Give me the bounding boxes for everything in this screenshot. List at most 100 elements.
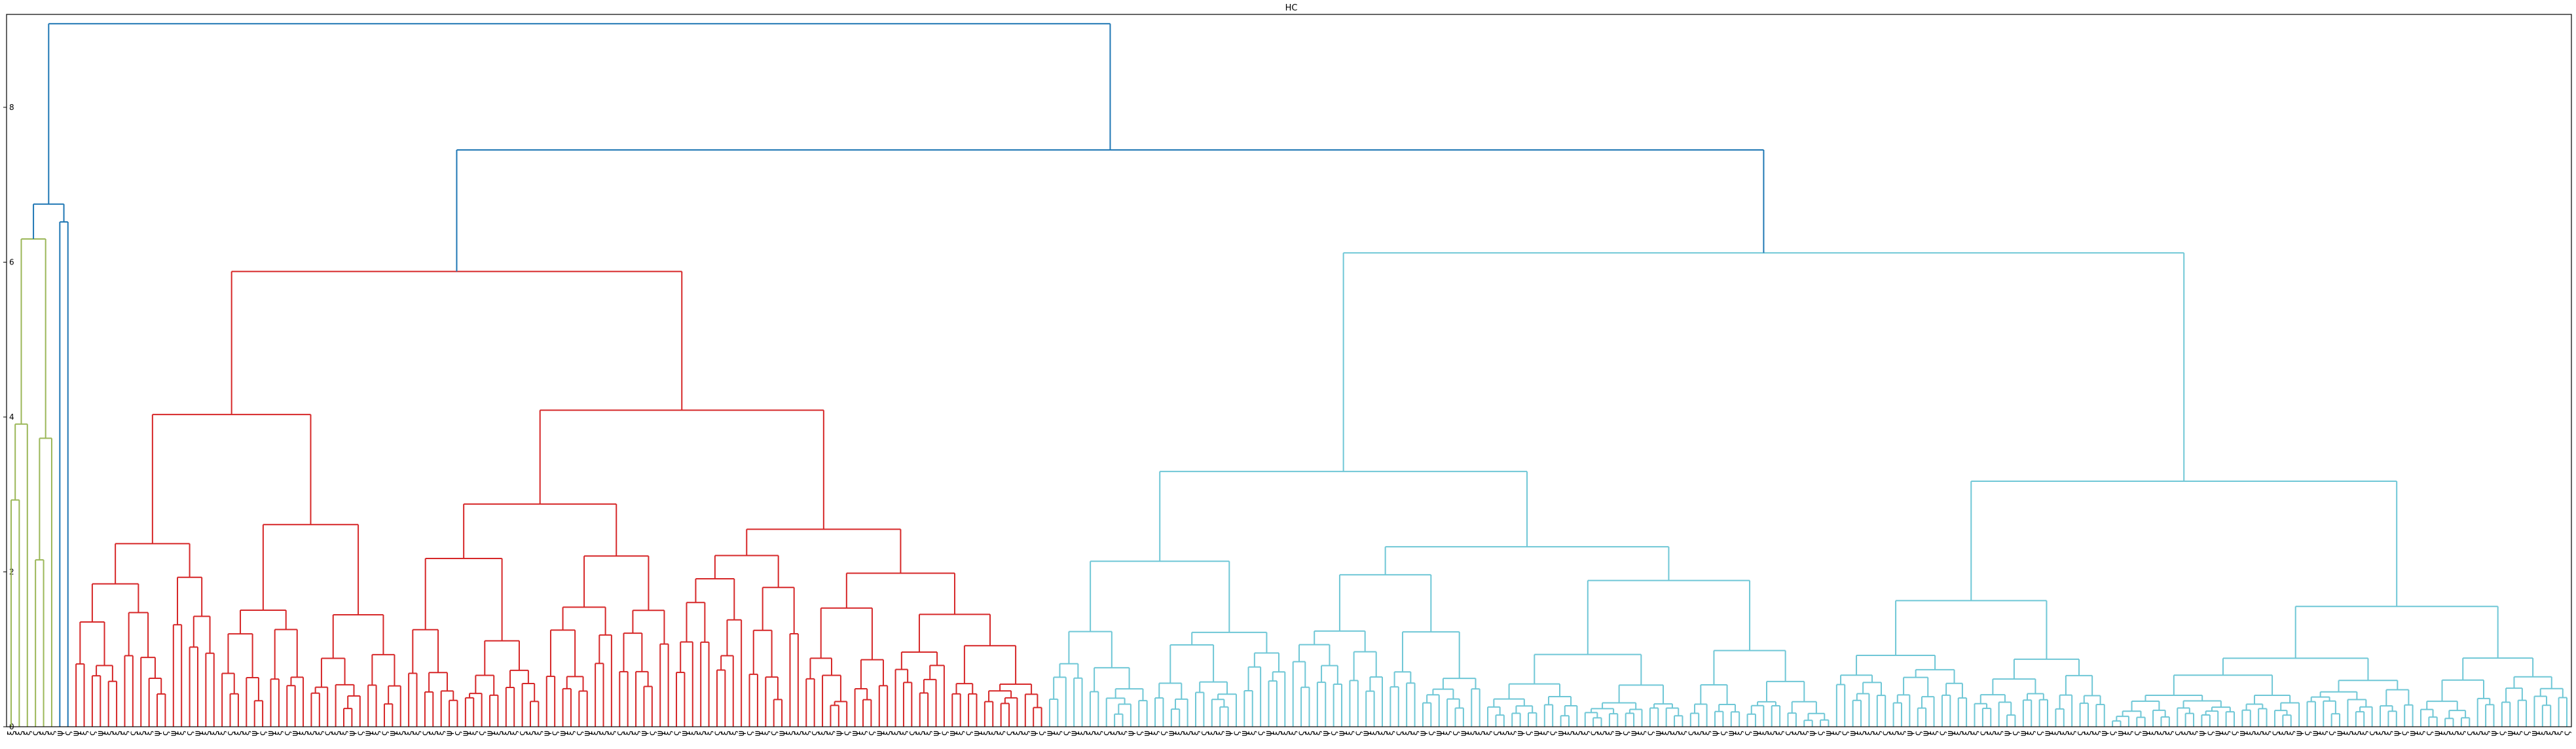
leaf-label: ξ	[1759, 731, 1769, 735]
leaf-label: ξ	[566, 731, 576, 735]
leaf-label: ψ	[445, 731, 454, 737]
dendrogram-links	[10, 23, 2567, 727]
leaf-label: ς	[2303, 731, 2313, 736]
leaf-label: ξ	[883, 731, 892, 735]
leaf-label: ψ	[153, 731, 162, 737]
leaf-label: ψ	[2392, 731, 2402, 737]
leaf-label: ς	[1938, 731, 1947, 736]
leaf-label: ψ	[655, 731, 665, 737]
leaf-label: ψ	[2530, 731, 2539, 737]
leaf-label: ς	[1004, 731, 1014, 736]
leaf-label: ξ	[104, 731, 114, 735]
leaf-label: ξ	[2124, 731, 2134, 735]
leaf-label: ς	[452, 731, 462, 736]
leaf-label: ψ	[1361, 731, 1371, 737]
leaf-label: ς	[1037, 731, 1047, 736]
leaf-label: ψ	[250, 731, 260, 737]
leaf-label: ξ	[372, 731, 382, 735]
leaf-label: ψ	[559, 731, 568, 737]
leaf-label: ς	[648, 731, 657, 736]
leaf-label: ξ	[274, 731, 284, 735]
leaf-label: ξ	[1386, 731, 1395, 735]
leaf-label: ς	[282, 731, 292, 736]
leaf-label: ξ	[2091, 731, 2101, 735]
leaf-label: ψ	[851, 731, 860, 737]
leaf-label: ψ	[1824, 731, 1833, 737]
leaf-label: ψ	[96, 731, 105, 737]
leaf-label: ξ	[1313, 731, 1323, 735]
leaf-label: ξ	[145, 731, 155, 735]
leaf-label: ς	[1816, 731, 1826, 736]
y-tick-label: 8	[9, 103, 14, 112]
leaf-label: ξ	[2148, 731, 2158, 735]
leaf-label: ς	[1718, 731, 1728, 736]
leaf-label: ξ	[2538, 731, 2548, 735]
leaf-label: ξ	[2440, 731, 2450, 735]
leaf-label: ς	[64, 731, 73, 736]
leaf-label: ξ	[1540, 731, 1550, 735]
leaf-label: ξ	[956, 731, 966, 735]
leaf-label: ξ	[47, 731, 57, 735]
leaf-label: ξ	[980, 731, 990, 735]
leaf-label: ς	[842, 731, 852, 736]
leaf-label: ξ	[177, 731, 187, 735]
leaf-label: ψ	[753, 731, 763, 737]
leaf-label: ξ	[1507, 731, 1517, 735]
leaf-label: ψ	[1808, 731, 1818, 737]
leaf-label: ξ	[1873, 731, 1883, 735]
leaf-label: ψ	[2213, 731, 2223, 737]
leaf-label: ξ	[607, 731, 617, 735]
leaf-label: ψ	[2294, 731, 2304, 737]
leaf-label: ς	[518, 731, 528, 736]
leaf-label: ψ	[71, 731, 81, 737]
leaf-label: ς	[2368, 731, 2378, 736]
leaf-label: ξ	[1280, 731, 1290, 735]
leaf-label: ψ	[1849, 731, 1858, 737]
leaf-label: ψ	[583, 731, 593, 737]
leaf-label: ψ	[1224, 731, 1234, 737]
leaf-label: ξ	[2514, 731, 2524, 735]
leaf-label: ς	[1199, 731, 1209, 736]
leaf-label: ξ	[899, 731, 909, 735]
leaf-label: ξ	[623, 731, 633, 735]
leaf-label: ξ	[696, 731, 706, 735]
leaf-label: ξ	[891, 731, 901, 735]
leaf-label: ς	[810, 731, 820, 736]
leaf-label: ξ	[1597, 731, 1607, 735]
leaf-label: ψ	[1516, 731, 1526, 737]
leaf-label: ξ	[2376, 731, 2385, 735]
leaf-label: ς	[2424, 731, 2434, 736]
leaf-label: ψ	[1435, 731, 1444, 737]
leaf-label: ξ	[1702, 731, 1712, 735]
leaf-label: ψ	[2311, 731, 2321, 737]
leaf-label: ς	[2010, 731, 2020, 736]
leaf-label: ψ	[1556, 731, 1566, 737]
leaf-label: ψ	[1905, 731, 1915, 737]
leaf-label: ψ	[1710, 731, 1720, 737]
leaf-label: ς	[550, 731, 560, 736]
leaf-label: ξ	[1605, 731, 1615, 735]
leaf-label: ς	[2562, 731, 2572, 736]
leaf-label: ς	[160, 731, 170, 736]
leaf-label: ξ	[794, 731, 803, 735]
leaf-label: ξ	[826, 731, 836, 735]
leaf-label: ξ	[2246, 731, 2256, 735]
leaf-label: ξ	[201, 731, 211, 735]
leaf-label: ξ	[1467, 731, 1477, 735]
leaf-label: ξ	[1500, 731, 1509, 735]
leaf-label: ξ	[1572, 731, 1582, 735]
leaf-label: ξ	[2156, 731, 2166, 735]
leaf-label: ξ	[217, 731, 227, 735]
leaf-label: ξ	[428, 731, 438, 735]
y-tick-label: 4	[9, 412, 14, 422]
leaf-label: ξ	[331, 731, 341, 735]
leaf-label: ξ	[1183, 731, 1193, 735]
leaf-label: ξ	[1564, 731, 1574, 735]
leaf-label: ς	[1061, 731, 1071, 736]
leaf-label: ξ	[1792, 731, 1801, 735]
leaf-label: ξ	[2416, 731, 2426, 735]
leaf-label: ξ	[509, 731, 519, 735]
leaf-label: ς	[1913, 731, 1923, 736]
leaf-label: ψ	[2116, 731, 2126, 737]
